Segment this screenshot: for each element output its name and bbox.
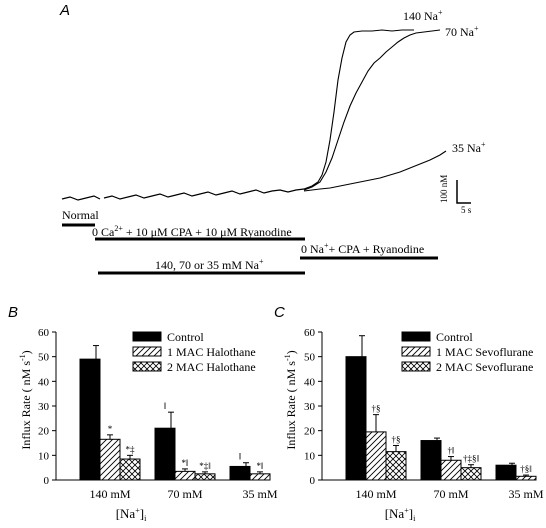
significance-marker: *‡‖ bbox=[199, 461, 211, 471]
trace-label-70: 70 Na+ bbox=[445, 24, 479, 39]
significance-marker: †‖ bbox=[447, 446, 454, 456]
scale-bar-x-label: 5 s bbox=[461, 205, 472, 215]
legend-swatch-control bbox=[401, 331, 431, 342]
legend-label-control: Control bbox=[436, 330, 473, 344]
bar bbox=[420, 440, 442, 481]
y-tick-label: 60 bbox=[304, 327, 316, 339]
significance-marker: ‖ bbox=[164, 401, 167, 411]
legend-swatch-2mac bbox=[401, 361, 431, 372]
legend-swatch-1mac bbox=[132, 346, 162, 357]
significance-marker: †§‖ bbox=[520, 464, 532, 474]
y-tick-label: 50 bbox=[38, 352, 50, 364]
bar bbox=[99, 438, 121, 481]
bar bbox=[515, 475, 537, 481]
trace-label-140: 140 Na+ bbox=[403, 8, 443, 23]
y-tick-label: 40 bbox=[38, 376, 50, 388]
trace-140-na bbox=[303, 29, 414, 190]
bar bbox=[119, 458, 141, 481]
bar bbox=[345, 356, 367, 481]
panel-b-letter: B bbox=[8, 304, 18, 321]
panel-b-xlabel: [Na+]i bbox=[116, 506, 147, 523]
panel-b-legend: Control 1 MAC Halothane 2 MAC Halothane bbox=[132, 330, 256, 374]
x-tick-label: 35 mM bbox=[242, 487, 277, 501]
y-tick-label: 50 bbox=[304, 352, 316, 364]
significance-marker: *‡ bbox=[126, 444, 136, 454]
y-tick-label: 20 bbox=[304, 426, 316, 438]
y-tick-label: 60 bbox=[38, 327, 50, 339]
legend-swatch-2mac bbox=[132, 361, 162, 372]
x-tick-label: 140 mM bbox=[89, 487, 130, 501]
panel-c-xlabel: [Na+]i bbox=[385, 506, 416, 523]
legend-label-control: Control bbox=[167, 330, 204, 344]
bar bbox=[79, 358, 101, 481]
trace-baseline bbox=[61, 188, 305, 201]
scale-bar-y-label: 100 nM bbox=[439, 175, 449, 203]
zero-ca-label: 0 Ca2+ + 10 μM CPA + 10 μM Ryanodine bbox=[92, 224, 292, 239]
bar bbox=[174, 470, 196, 481]
significance-marker: †§ bbox=[392, 434, 401, 444]
significance-marker: ‖ bbox=[239, 452, 242, 462]
legend-label-2mac: 2 MAC Halothane bbox=[167, 360, 256, 374]
legend-label-1mac: 1 MAC Sevoflurane bbox=[436, 345, 533, 359]
legend-swatch-1mac bbox=[401, 346, 431, 357]
trace-35-na bbox=[303, 150, 447, 192]
y-tick-label: 40 bbox=[304, 376, 316, 388]
significance-marker: *‖ bbox=[256, 461, 263, 471]
y-tick-label: 0 bbox=[44, 475, 50, 487]
x-tick-label: 35 mM bbox=[508, 487, 543, 501]
legend-swatch-control bbox=[132, 331, 162, 342]
normal-label: Normal bbox=[62, 208, 99, 222]
x-tick-label: 70 mM bbox=[167, 487, 202, 501]
bar bbox=[440, 459, 462, 481]
na-conc-label: 140, 70 or 35 mM Na+ bbox=[155, 257, 264, 272]
panel-c: C Influx Rate ( nM s-1) [Na+]i 0 10 20 30 40… bbox=[274, 304, 544, 523]
panel-a: A 140 Na+ 70 Na+ 35 Na+ 100 nM 5 s Norma… bbox=[59, 2, 486, 275]
y-tick-label: 30 bbox=[304, 401, 316, 413]
trace-label-35: 35 Na+ bbox=[452, 140, 486, 155]
y-tick-label: 30 bbox=[38, 401, 50, 413]
y-tick-label: 10 bbox=[38, 450, 50, 462]
panel-b: B Influx Rate ( nM s-1) [Na+]i 0 10 20 30 40… bbox=[8, 304, 278, 523]
significance-marker: * bbox=[108, 424, 113, 434]
panel-c-ylabel: Influx Rate ( nM s-1) bbox=[283, 350, 298, 449]
panel-c-plot: 0 10 20 30 40 50 60 140 mM 70 mM 35 mM †§ †§ †‖ †‡§‖ †… bbox=[304, 327, 544, 501]
scale-bar bbox=[456, 180, 471, 204]
significance-marker: †‡§‖ bbox=[463, 454, 479, 464]
bar bbox=[229, 465, 251, 481]
panel-a-letter: A bbox=[59, 2, 70, 19]
x-tick-label: 70 mM bbox=[433, 487, 468, 501]
bar bbox=[154, 427, 176, 481]
legend-label-1mac: 1 MAC Halothane bbox=[167, 345, 256, 359]
zero-na-label: 0 Na++ CPA + Ryanodine bbox=[301, 241, 424, 256]
panel-c-letter: C bbox=[274, 304, 285, 321]
x-tick-label: 140 mM bbox=[355, 487, 396, 501]
y-tick-label: 10 bbox=[304, 450, 316, 462]
bar bbox=[460, 467, 482, 481]
bar bbox=[385, 451, 407, 481]
panel-c-legend: Control 1 MAC Sevoflurane 2 MAC Sevoflur… bbox=[401, 330, 533, 374]
bar bbox=[365, 431, 387, 481]
significance-marker: †§ bbox=[372, 404, 381, 414]
panel-b-ylabel: Influx Rate ( nM s-1) bbox=[18, 350, 33, 449]
y-tick-label: 0 bbox=[310, 475, 316, 487]
legend-label-2mac: 2 MAC Sevoflurane bbox=[436, 360, 533, 374]
bar bbox=[194, 473, 216, 481]
y-tick-label: 20 bbox=[38, 426, 50, 438]
trace-70-na bbox=[303, 29, 441, 191]
bar bbox=[249, 473, 271, 481]
significance-marker: *‖ bbox=[181, 458, 188, 468]
bar bbox=[495, 464, 517, 481]
